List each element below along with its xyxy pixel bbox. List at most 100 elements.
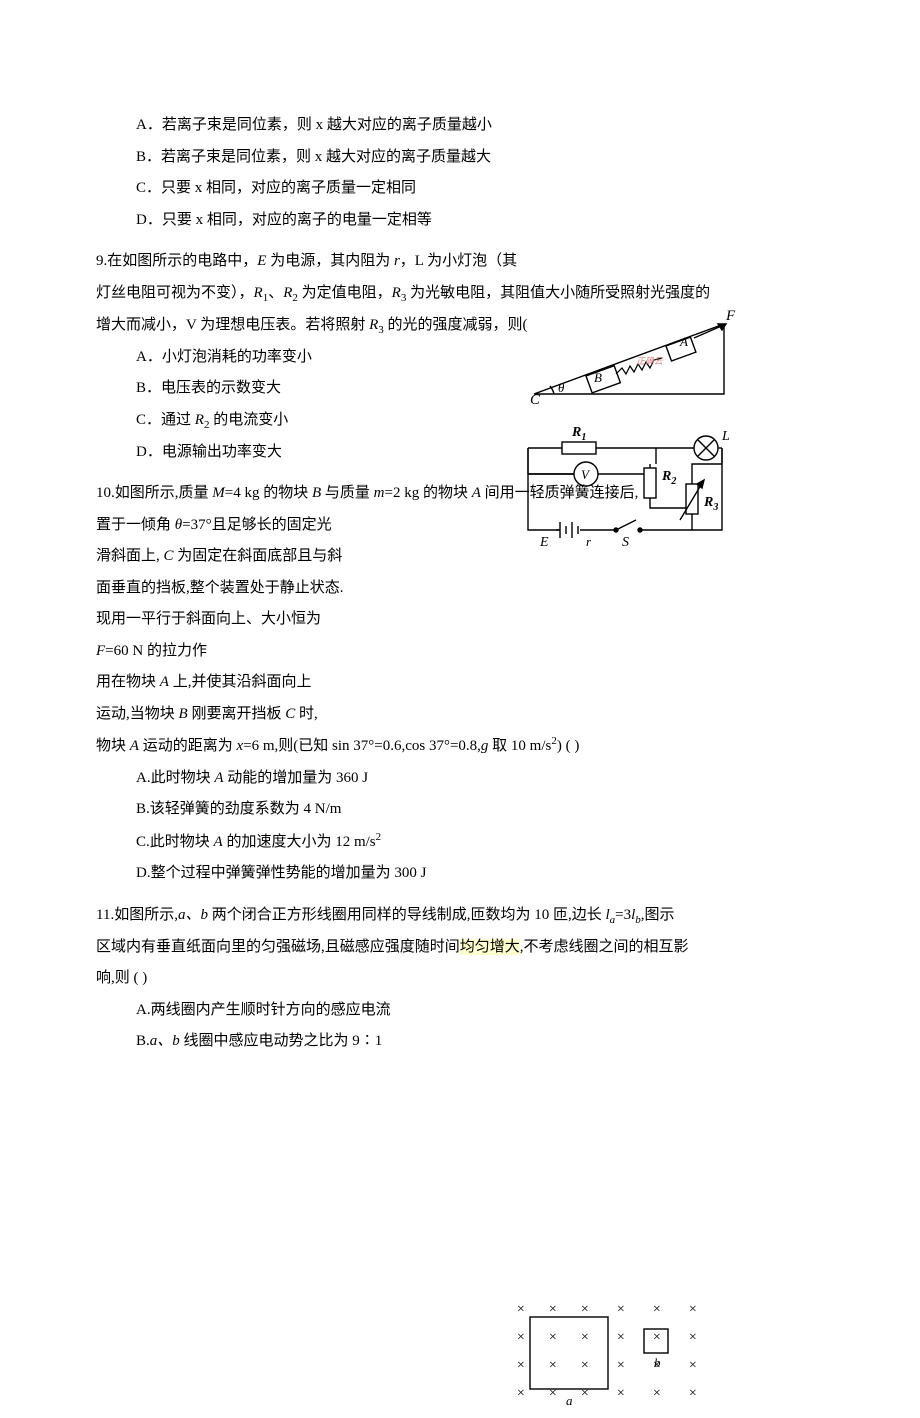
- t: 为固定在斜面底部且与斜: [174, 548, 343, 564]
- t: 滑斜面上,: [96, 548, 164, 564]
- svg-text:×: ×: [616, 1386, 625, 1401]
- q8-optB: B．若离子束是同位素，则 x 越大对应的离子质量越大: [96, 142, 824, 174]
- t: 线圈中感应电动势之比为 9∶1: [180, 1033, 383, 1049]
- t: 增大而减小，V 为理想电压表。若将照射: [96, 317, 369, 333]
- var-R2: R: [283, 285, 292, 301]
- q9-stem-line1: 9.在如图所示的电路中，E 为电源，其内阻为 r，L 为小灯泡（其: [96, 246, 824, 278]
- var-B: B: [312, 485, 321, 501]
- t: 区域内有垂直纸面向里的匀强磁场,且磁感应强度随时间: [96, 939, 460, 955]
- label-R2: R2: [661, 469, 676, 487]
- svg-text:×: ×: [688, 1358, 697, 1373]
- svg-text:×: ×: [580, 1386, 589, 1401]
- sup: 2: [376, 831, 382, 843]
- var-A3: A: [130, 738, 139, 754]
- label-loop-a: a: [566, 1393, 573, 1408]
- var-A4: A: [214, 770, 223, 786]
- svg-text:×: ×: [652, 1302, 661, 1317]
- q11-line1: 11.如图所示,a、b 两个闭合正方形线圈用同样的导线制成,匝数均为 10 匝,…: [96, 900, 824, 932]
- t: B.: [136, 1033, 150, 1049]
- var-C2: C: [285, 706, 295, 722]
- var-m: m: [374, 485, 385, 501]
- t: 11.如图所示,: [96, 907, 178, 923]
- figure-inclined-plane: F A B C θ 正确云: [526, 306, 736, 406]
- q9-stem-line2: 灯丝电阻可视为不变），R1、R2 为定值电阻，R3 为光敏电阻，其阻值大小随所受…: [96, 278, 824, 310]
- svg-text:×: ×: [516, 1358, 525, 1373]
- svg-text:×: ×: [580, 1330, 589, 1345]
- t: =37°且足够长的固定光: [182, 517, 331, 533]
- t: C．通过: [136, 412, 195, 428]
- var-C: C: [164, 548, 174, 564]
- q10-line6: F=60 N 的拉力作: [96, 636, 824, 668]
- var-F: F: [96, 643, 105, 659]
- var-R1: R: [254, 285, 263, 301]
- label-V: V: [581, 467, 591, 482]
- svg-text:×: ×: [580, 1358, 589, 1373]
- q10-optC: C.此时物块 A 的加速度大小为 12 m/s2: [96, 826, 824, 859]
- q11-line2: 区域内有垂直纸面向里的匀强磁场,且磁感应强度随时间均匀增大,不考虑线圈之间的相互…: [96, 932, 824, 964]
- t: 动能的增加量为 360 J: [224, 770, 369, 786]
- t: 用在物块: [96, 674, 160, 690]
- q10-optB: B.该轻弹簧的劲度系数为 4 N/m: [96, 794, 824, 826]
- t: ，L 为小灯泡（其: [400, 253, 517, 269]
- label-L: L: [721, 429, 730, 444]
- label-F: F: [725, 308, 736, 324]
- t: =6 m,则(已知 sin 37°=0.6,cos 37°=0.8,: [243, 738, 481, 754]
- svg-text:×: ×: [548, 1358, 557, 1373]
- svg-text:×: ×: [616, 1358, 625, 1373]
- t: ) ( ): [557, 738, 580, 754]
- t: 9.在如图所示的电路中，: [96, 253, 257, 269]
- t: 10.如图所示,质量: [96, 485, 212, 501]
- label-S: S: [622, 535, 629, 550]
- t: A.此时物块: [136, 770, 214, 786]
- label-C: C: [530, 392, 541, 406]
- t: 时,: [295, 706, 318, 722]
- q10-line5: 现用一平行于斜面向上、大小恒为: [96, 604, 824, 636]
- var-B2: B: [179, 706, 188, 722]
- t: C.此时物块: [136, 834, 214, 850]
- svg-text:×: ×: [652, 1386, 661, 1401]
- svg-text:×: ×: [580, 1302, 589, 1317]
- t: 刚要离开挡板: [188, 706, 286, 722]
- q10-optD: D.整个过程中弹簧弹性势能的增加量为 300 J: [96, 858, 824, 890]
- var-R3b: R: [369, 317, 378, 333]
- t: 两个闭合正方形线圈用同样的导线制成,匝数均为 10 匝,边长: [208, 907, 606, 923]
- t: 物块: [96, 738, 130, 754]
- label-r: r: [586, 534, 592, 549]
- svg-text:×: ×: [516, 1302, 525, 1317]
- t: 为光敏电阻，其阻值大小随所受照射光强度的: [406, 285, 710, 301]
- t: =3: [615, 907, 631, 923]
- var-R2b: R: [195, 412, 204, 428]
- q8-optC: C．只要 x 相同，对应的离子质量一定相同: [96, 173, 824, 205]
- var-A: A: [472, 485, 481, 501]
- svg-text:×: ×: [516, 1330, 525, 1345]
- svg-text:×: ×: [688, 1386, 697, 1401]
- var-ab: a、b: [178, 907, 208, 923]
- t: 置于一倾角: [96, 517, 175, 533]
- t: =4 kg 的物块: [225, 485, 312, 501]
- t: 上,并使其沿斜面向上: [169, 674, 312, 690]
- t: 取 10 m/s: [488, 738, 551, 754]
- q11-line3: 响,则 ( ): [96, 963, 824, 995]
- svg-text:×: ×: [616, 1302, 625, 1317]
- t: 灯丝电阻可视为不变），: [96, 285, 254, 301]
- label-A: A: [679, 334, 688, 349]
- page-root: F A B C θ 正确云: [96, 110, 824, 1058]
- t: 的光的强度减弱，则(: [384, 317, 528, 333]
- t: 、: [268, 285, 283, 301]
- svg-text:×: ×: [548, 1302, 557, 1317]
- svg-text:×: ×: [548, 1330, 557, 1345]
- label-R1: R1: [571, 425, 586, 443]
- svg-text:×: ×: [548, 1386, 557, 1401]
- t: =2 kg 的物块: [385, 485, 472, 501]
- var-A5: A: [214, 834, 223, 850]
- t: 的加速度大小为 12 m/s: [223, 834, 376, 850]
- t: 为电源，其内阻为: [266, 253, 394, 269]
- var-R3: R: [392, 285, 401, 301]
- t: 运动的距离为: [139, 738, 237, 754]
- q10-line8: 运动,当物块 B 刚要离开挡板 C 时,: [96, 699, 824, 731]
- var-ab2: a、b: [150, 1033, 180, 1049]
- q8-optD: D．只要 x 相同，对应的离子的电量一定相等: [96, 205, 824, 237]
- t: 的电流变小: [209, 412, 288, 428]
- label-loop-b: b: [654, 1355, 661, 1370]
- q8-optA: A．若离子束是同位素，则 x 越大对应的离子质量越小: [96, 110, 824, 142]
